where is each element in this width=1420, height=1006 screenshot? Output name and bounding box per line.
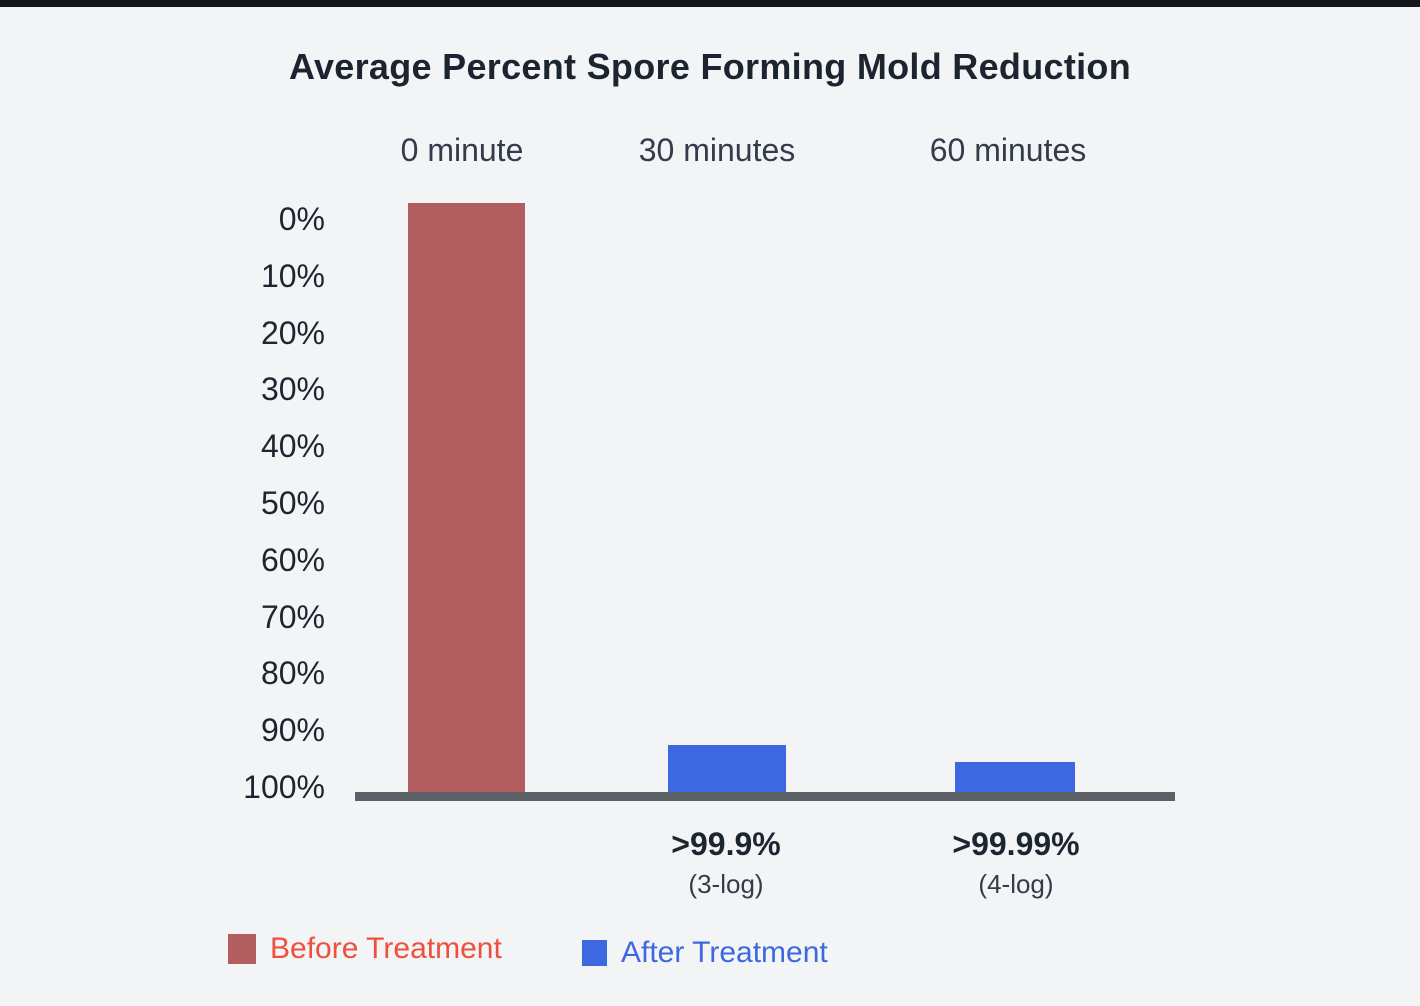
y-axis-tick-20: 20% (260, 314, 325, 351)
category-label-0-minute: 0 minute (400, 132, 524, 168)
legend-before-swatch (228, 934, 256, 964)
annotation-60min-value: >99.99% (952, 826, 1080, 862)
legend-item-after-treatment: After Treatment (582, 936, 828, 970)
y-axis-tick-40: 40% (260, 428, 325, 465)
y-axis-tick-90: 90% (260, 712, 325, 749)
annotation-30min-value: >99.9% (671, 826, 781, 862)
bar-after-treatment-30min (668, 745, 786, 792)
annotation-60min-log: (4-log) (978, 869, 1054, 899)
y-axis-tick-30: 30% (260, 371, 325, 408)
y-axis-tick-10: 10% (260, 257, 325, 294)
annotation-30min: >99.9% (3-log) (671, 826, 780, 900)
y-axis: 0% 10% 20% 30% 40% 50% 60% 70% 80% 90% 1… (180, 200, 325, 806)
category-label-60-minutes: 60 minutes (929, 132, 1087, 168)
annotation-60min: >99.99% (4-log) (952, 826, 1079, 900)
bar-after-treatment-60min (955, 762, 1075, 792)
bar-before-treatment-0min (408, 203, 525, 792)
legend-before-label: Before Treatment (270, 932, 502, 965)
top-border (0, 0, 1420, 7)
chart-title: Average Percent Spore Forming Mold Reduc… (289, 46, 1131, 87)
x-axis-baseline (355, 792, 1175, 801)
y-axis-tick-60: 60% (260, 541, 325, 578)
legend-item-before-treatment: Before Treatment (228, 932, 502, 966)
y-axis-tick-100: 100% (243, 768, 325, 805)
y-axis-tick-80: 80% (260, 655, 325, 692)
legend-after-label: After Treatment (621, 936, 828, 969)
y-axis-tick-70: 70% (260, 598, 325, 635)
legend-after-swatch (582, 940, 607, 966)
y-axis-tick-50: 50% (260, 484, 325, 521)
y-axis-tick-0: 0% (278, 201, 325, 237)
category-label-30-minutes: 30 minutes (638, 132, 796, 168)
annotation-30min-log: (3-log) (688, 869, 764, 899)
